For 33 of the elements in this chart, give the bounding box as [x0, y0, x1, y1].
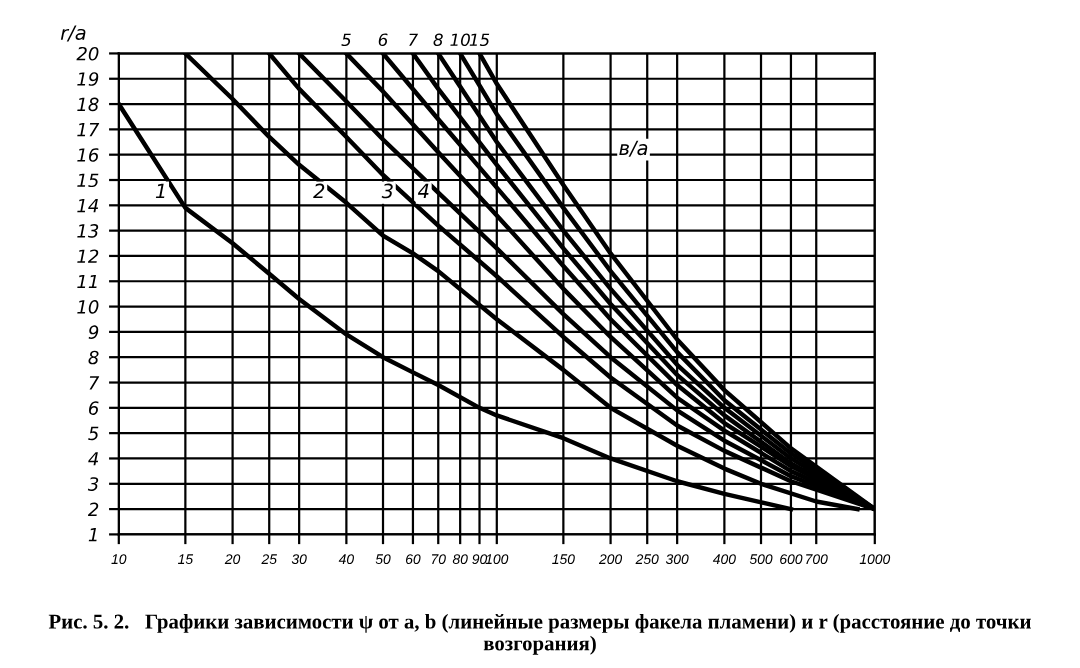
series-label: 10 [450, 33, 470, 47]
y-tick-label: 12 [77, 249, 99, 263]
y-tick-label: 9 [88, 325, 99, 340]
y-tick-label: 3 [87, 477, 99, 491]
y-tick-label: 1 [88, 528, 97, 542]
y-tick-label: 13 [77, 224, 99, 238]
series-label: 15 [469, 33, 490, 47]
series-label: 2 [313, 183, 325, 199]
y-tick-label: 4 [88, 452, 99, 466]
series-label: 7 [409, 33, 419, 46]
series-label: 6 [378, 33, 388, 47]
y-tick-label: 20 [76, 46, 99, 61]
series-label: 3 [381, 183, 393, 199]
y-tick-label: 19 [77, 72, 99, 86]
y-tick-label: 18 [77, 97, 99, 112]
y-tick-label: 6 [89, 401, 99, 415]
y-tick-label: 15 [77, 173, 99, 188]
y-tick-label: 5 [88, 426, 99, 441]
y-tick-label: 14 [77, 199, 99, 213]
series-label: 1 [155, 183, 165, 199]
text: Рис. 5. 2. Графики зависимости ψ от a, b (линейные размеры факела пламени) и r (расстояние до точки возгорания) [48, 613, 1031, 655]
legend-title: в/а [619, 140, 648, 157]
series-label: 5 [341, 33, 351, 47]
y-axis-title: r/a [60, 25, 86, 42]
series-label: 8 [433, 33, 443, 47]
series-label: 4 [417, 183, 429, 199]
y-tick-label: 16 [77, 148, 99, 162]
y-tick-label: 7 [89, 376, 100, 390]
y-tick-label: 11 [77, 274, 97, 289]
y-tick-label: 2 [87, 502, 99, 516]
y-tick-label: 17 [77, 123, 100, 137]
y-tick-label: 8 [88, 350, 99, 365]
y-tick-label: 10 [77, 300, 99, 314]
